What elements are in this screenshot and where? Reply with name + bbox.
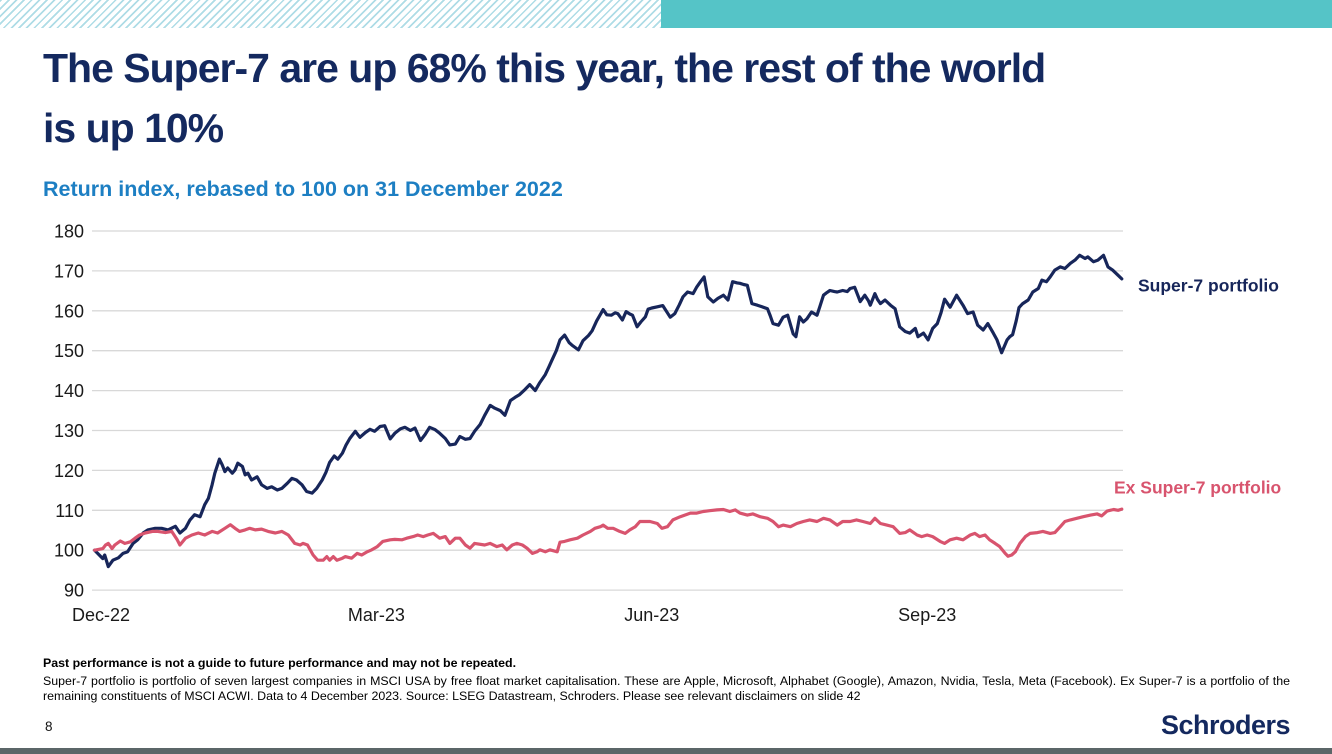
x-axis-tick-label: Dec-22 [72,605,130,625]
x-axis-tick-label: Sep-23 [898,605,956,625]
x-axis-tick-label: Jun-23 [624,605,679,625]
slide-title: The Super-7 are up 68% this year, the re… [43,38,1046,158]
schroders-logo: Schroders [1160,710,1291,740]
y-axis-tick-label: 180 [54,222,84,242]
legend-ex-super-7-portfolio: Ex Super-7 portfolio [1114,477,1282,498]
top-banner [0,0,1332,28]
bottom-bar [0,748,1332,754]
page-number: 8 [45,719,53,734]
y-axis-tick-label: 130 [54,421,84,441]
y-axis-tick-label: 150 [54,341,84,361]
y-axis-tick-label: 160 [54,301,84,321]
super-7-line [92,253,1124,569]
chart-subtitle: Return index, rebased to 100 on 31 Decem… [43,177,563,201]
banner-teal-block [661,0,1332,28]
y-axis-tick-label: 140 [54,381,84,401]
y-axis-tick-label: 90 [64,581,84,601]
footnote-body: Super-7 portfolio is portfolio of seven … [43,673,1290,703]
x-axis-tick-label: Mar-23 [348,605,405,625]
footnote-disclaimer: Past performance is not a guide to futur… [43,656,517,670]
y-axis-tick-label: 100 [54,541,84,561]
y-axis-tick-label: 170 [54,261,84,281]
footnotes: Past performance is not a guide to futur… [43,656,1290,704]
ex-super-7-line [92,507,1124,562]
slide-title-line-1: The Super-7 are up 68% this year, the re… [43,45,1046,91]
slide-title-line-2: is up 10% [43,105,224,151]
legend-super-7-portfolio: Super-7 portfolio [1138,275,1279,296]
y-axis-tick-label: 120 [54,461,84,481]
banner-hatch-pattern [0,0,661,28]
y-axis-tick-label: 110 [55,501,84,521]
